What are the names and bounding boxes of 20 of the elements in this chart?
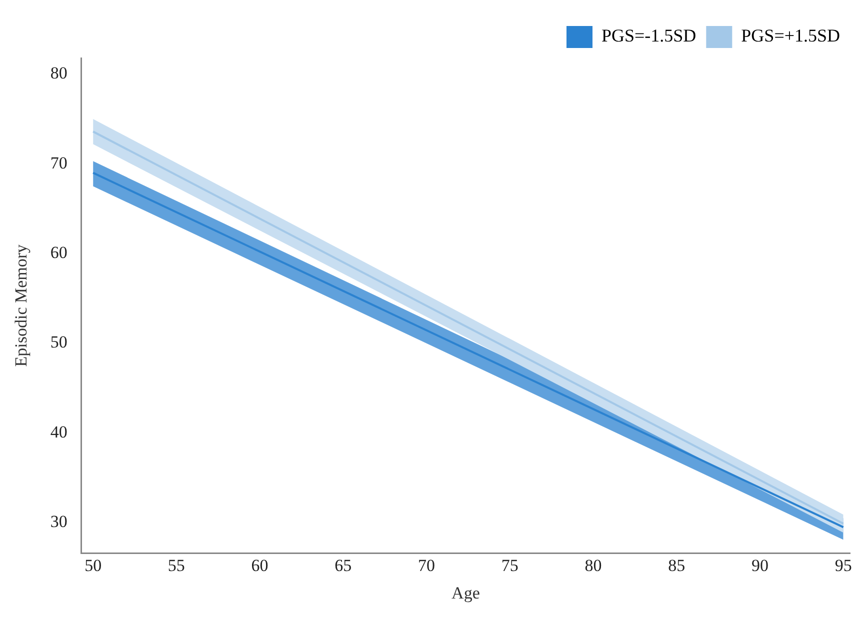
y-axis-title: Episodic Memory [12,244,31,367]
x-tick-label: 60 [251,556,268,575]
legend-label: PGS=-1.5SD [601,26,696,46]
x-tick-label: 80 [584,556,602,575]
x-tick-label: 95 [834,556,852,575]
y-tick-label: 60 [50,243,68,262]
x-tick-label: 55 [168,556,185,575]
y-tick-label: 70 [50,153,68,172]
x-tick-label: 85 [668,556,686,575]
y-tick-label: 80 [50,64,68,83]
x-tick-label: 65 [334,556,352,575]
x-axis-title: Age [452,583,480,602]
x-tick-label: 75 [501,556,518,575]
x-tick-label: 50 [84,556,102,575]
x-tick-label: 90 [751,556,768,575]
legend-label: PGS=+1.5SD [741,26,840,46]
y-tick-label: 40 [50,422,68,442]
y-tick-label: 50 [50,332,68,352]
y-tick-label: 30 [50,512,68,532]
x-tick-label: 70 [418,556,436,575]
